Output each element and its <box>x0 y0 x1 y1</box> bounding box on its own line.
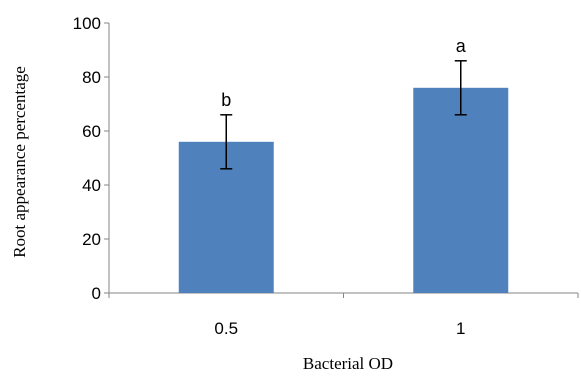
bar-1 <box>413 87 509 293</box>
significance-label: a <box>456 36 467 56</box>
error-bar <box>220 114 233 170</box>
significance-labels: ba <box>221 36 467 110</box>
y-tick-label: 40 <box>82 176 101 195</box>
x-tick-label: 0.5 <box>214 319 238 338</box>
bars <box>178 87 509 293</box>
y-tick-label: 80 <box>82 68 101 87</box>
x-axis-title: Bacterial OD <box>303 354 393 373</box>
y-tick-label: 60 <box>82 122 101 141</box>
error-bars <box>220 60 467 170</box>
x-axis-ticks: 0.5 1 <box>108 293 579 338</box>
error-bar <box>454 60 467 116</box>
significance-label: b <box>221 90 231 110</box>
y-tick-label: 100 <box>73 14 101 33</box>
x-tick-label: 1 <box>456 319 465 338</box>
y-tick-label: 0 <box>92 284 101 303</box>
y-axis-ticks: 0 20 40 60 80 100 <box>73 14 109 303</box>
y-axis-title: Root appearance percentage <box>10 66 29 258</box>
y-tick-label: 20 <box>82 230 101 249</box>
